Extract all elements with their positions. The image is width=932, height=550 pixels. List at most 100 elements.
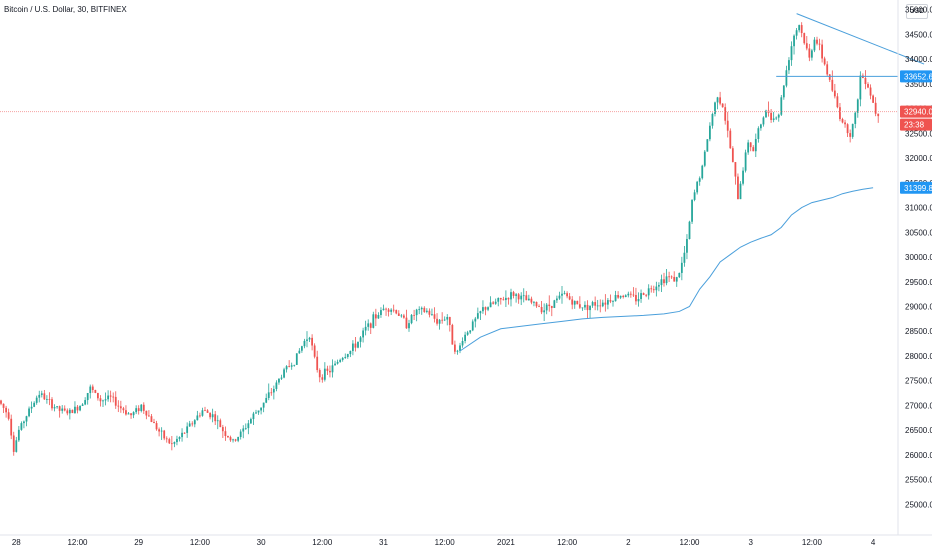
y-tick-label: 26000.0	[905, 451, 932, 460]
candle-body	[301, 346, 303, 351]
candle-body	[693, 192, 696, 200]
candle-body	[380, 310, 382, 315]
candle-body	[770, 112, 772, 120]
y-tick-label: 31000.0	[905, 204, 932, 213]
y-tick-label: 27500.0	[905, 377, 932, 386]
candle-body	[250, 419, 252, 424]
candle-body	[629, 293, 632, 295]
candle-body	[729, 130, 732, 149]
candle-body	[451, 324, 454, 345]
y-tick-label: 34500.0	[905, 30, 932, 39]
y-tick-label: 28000.0	[905, 352, 932, 361]
candle-body	[216, 420, 219, 422]
candle-body	[295, 353, 298, 365]
candle-body	[844, 122, 846, 125]
candle-body	[318, 370, 321, 378]
candle-body	[97, 392, 99, 399]
candle-body	[158, 429, 160, 432]
candle-body	[788, 60, 790, 71]
candle-body	[821, 44, 823, 59]
candle-body	[765, 110, 767, 118]
candle-body	[785, 70, 788, 86]
candle-body	[66, 410, 69, 414]
candle-body	[63, 408, 66, 411]
candle-body	[2, 403, 5, 408]
candle-body	[219, 420, 222, 428]
candle-body	[53, 407, 56, 409]
candle-body	[408, 323, 410, 329]
candle-body	[176, 438, 178, 443]
candle-body	[0, 400, 2, 404]
candle-body	[132, 412, 135, 416]
candle-body	[170, 443, 173, 445]
candle-body	[188, 423, 191, 427]
candle-body	[374, 314, 377, 319]
candle-body	[655, 286, 658, 291]
x-tick-label: 29	[134, 538, 143, 547]
price-badge-bg	[900, 118, 932, 131]
candle-body	[354, 343, 357, 348]
candle-body	[33, 402, 36, 407]
candle-body	[357, 341, 359, 348]
candle-body	[839, 107, 841, 120]
price-badge: 23:38	[900, 118, 932, 131]
candle-body	[538, 306, 540, 308]
candle-body	[125, 410, 127, 415]
currency-label[interactable]: USD	[906, 4, 928, 19]
y-tick-label: 29500.0	[905, 278, 932, 287]
candle-body	[290, 365, 293, 367]
y-tick-label: 30500.0	[905, 228, 932, 237]
candle-body	[102, 400, 104, 402]
candle-body	[127, 413, 130, 415]
candle-body	[545, 304, 548, 311]
candle-body	[502, 299, 505, 301]
candle-body	[443, 319, 446, 321]
x-tick-label: 12:00	[312, 538, 333, 547]
plot-area	[0, 13, 925, 456]
candle-body	[206, 410, 209, 413]
candle-body	[209, 412, 211, 418]
candle-body	[321, 377, 324, 380]
candle-body	[211, 414, 214, 418]
candle-body	[696, 181, 699, 193]
candle-body	[415, 309, 418, 316]
candle-body	[122, 408, 125, 411]
candle-body	[686, 238, 688, 253]
candle-body	[512, 292, 515, 296]
candle-body	[841, 119, 844, 123]
candle-body	[265, 397, 268, 403]
candle-body	[400, 315, 403, 317]
candle-body	[280, 377, 283, 379]
candle-body	[275, 382, 278, 389]
candle-body	[84, 400, 87, 405]
candle-body	[150, 416, 153, 422]
candle-body	[334, 363, 336, 366]
candle-body	[339, 359, 342, 362]
candle-body	[349, 350, 352, 355]
candle-body	[28, 408, 30, 417]
candle-body	[237, 437, 240, 441]
candle-body	[436, 318, 438, 324]
candle-body	[828, 74, 831, 80]
candle-body	[482, 307, 484, 312]
candle-body	[550, 306, 553, 308]
candle-body	[456, 350, 459, 352]
candle-body	[229, 437, 232, 441]
candle-body	[331, 365, 334, 373]
candle-body	[326, 368, 329, 371]
candle-body	[663, 279, 665, 284]
price-badge-label: 31399.8	[904, 184, 932, 193]
candle-body	[856, 99, 859, 113]
candle-body	[168, 439, 171, 444]
candle-body	[726, 120, 729, 131]
y-tick-label: 25000.0	[905, 500, 932, 509]
candle-body	[293, 364, 296, 366]
candle-body	[683, 252, 686, 263]
candle-body	[362, 330, 364, 338]
candle-body	[823, 58, 826, 65]
candle-body	[252, 413, 255, 420]
candle-body	[91, 386, 94, 391]
candle-body	[762, 117, 765, 125]
y-tick-label: 25500.0	[905, 476, 932, 485]
